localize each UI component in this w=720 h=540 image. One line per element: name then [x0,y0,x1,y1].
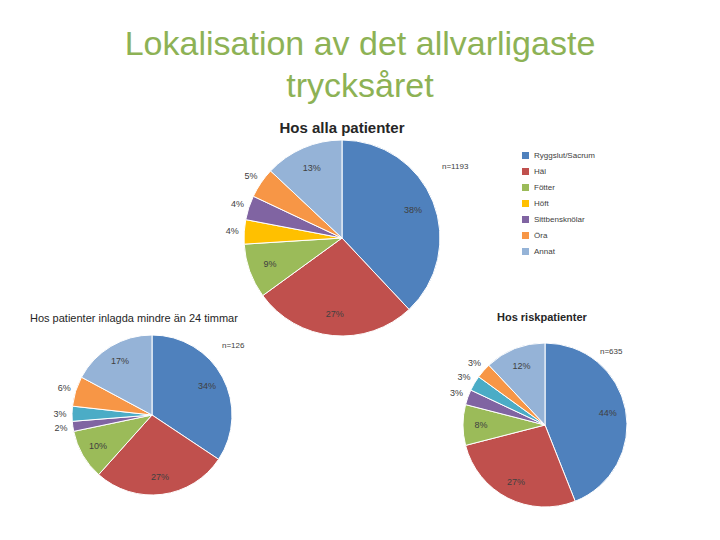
svg-text:5%: 5% [245,171,258,181]
svg-text:27%: 27% [507,477,525,487]
svg-text:8%: 8% [475,420,488,430]
svg-text:3%: 3% [458,372,471,382]
html-text:Ryggslut/Sacrum: Ryggslut/Sacrum [534,150,595,160]
html-text:Höft: Höft [534,198,549,208]
svg-text:34%: 34% [198,381,216,391]
html-text:n=1193: n=1193 [442,162,469,171]
html-text:Hos riskpatienter: Hos riskpatienter [497,311,587,323]
svg-text:3%: 3% [450,388,463,398]
svg-text:13%: 13% [303,163,321,173]
svg-text:9%: 9% [264,259,277,269]
svg-text:12%: 12% [512,361,530,371]
html-text:n=126: n=126 [222,341,245,350]
html-text:Hos alla patienter: Hos alla patienter [279,119,405,136]
svg-text:27%: 27% [326,309,344,319]
html-text:Fötter: Fötter [534,182,555,192]
svg-text:17%: 17% [111,356,129,366]
html-text:Häl: Häl [534,166,546,176]
html-text:Öra: Öra [534,230,548,240]
html-text:Lokalisation av det allvarliga: Lokalisation av det allvarligaste trycks… [124,24,596,104]
svg-text:4%: 4% [226,226,239,236]
svg-text:6%: 6% [58,383,71,393]
svg-text:3%: 3% [468,358,481,368]
svg-text:2%: 2% [54,423,67,433]
html-text:Annat: Annat [534,246,555,256]
svg-text:3%: 3% [54,409,67,419]
html-text:Sittbensknölar: Sittbensknölar [534,214,585,224]
svg-text:44%: 44% [599,408,617,418]
svg-text:27%: 27% [151,472,169,482]
svg-text:38%: 38% [404,205,422,215]
svg-text:10%: 10% [89,441,107,451]
html-text:n=635: n=635 [600,347,623,356]
svg-text:4%: 4% [231,199,244,209]
html-text:Hos patienter inlagda mindre ä: Hos patienter inlagda mindre än 24 timma… [30,312,238,324]
